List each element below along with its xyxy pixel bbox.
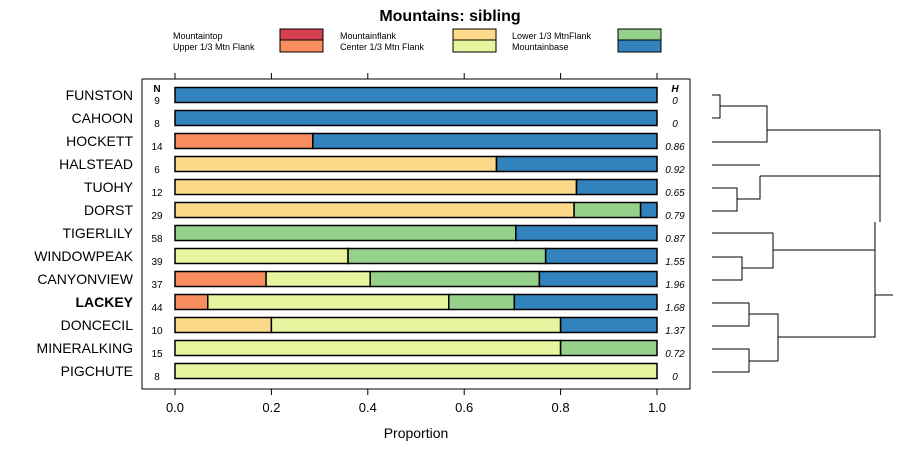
- row-label: CAHOON: [72, 110, 133, 126]
- row-label: DORST: [84, 202, 133, 218]
- row-label: HOCKETT: [66, 133, 133, 149]
- bar-segment: [515, 224, 658, 242]
- row-label: CANYONVIEW: [37, 271, 133, 287]
- bar-segment: [174, 316, 273, 334]
- x-tick-label: 0.4: [359, 400, 377, 415]
- x-tick-label: 0.8: [552, 400, 570, 415]
- x-tick-label: 0.6: [455, 400, 473, 415]
- legend-label: Mountaintop: [173, 31, 223, 41]
- row-label: WINDOWPEAK: [34, 248, 133, 264]
- row-h-value: 1.37: [665, 326, 685, 337]
- row-n-value: 39: [151, 257, 163, 268]
- row-h-value: 1.96: [665, 280, 685, 291]
- bar-segment: [174, 201, 575, 219]
- legend-label: Mountainbase: [512, 42, 569, 52]
- legend-swatch: [617, 39, 662, 53]
- row-n-value: 6: [154, 165, 160, 176]
- row-label: HALSTEAD: [59, 156, 133, 172]
- row-h-value: 0.65: [665, 188, 685, 199]
- bar-segment: [513, 293, 658, 311]
- plot-frame: [141, 78, 691, 390]
- row-label: LACKEY: [75, 294, 133, 310]
- bar-segment: [347, 247, 547, 265]
- bar-segment: [559, 339, 658, 357]
- row-n-value: 44: [151, 303, 163, 314]
- x-tick-label: 1.0: [648, 400, 666, 415]
- x-tick-label: 0.0: [166, 400, 184, 415]
- row-h-value: 0.87: [665, 234, 685, 245]
- legend-swatch: [617, 28, 662, 42]
- bar-segment: [174, 339, 562, 357]
- bar-segment: [174, 178, 578, 196]
- row-label: PIGCHUTE: [61, 363, 133, 379]
- legend-label: Center 1/3 Mtn Flank: [340, 42, 425, 52]
- row-n-value: 15: [151, 349, 163, 360]
- x-axis: 0.0 0.2 0.4 0.6 0.8 1.0: [166, 73, 666, 415]
- x-axis-label: Proportion: [384, 425, 449, 441]
- row-n-value: 29: [151, 211, 163, 222]
- row-h-value: 1.68: [665, 303, 685, 314]
- bar-segment: [544, 247, 658, 265]
- legend-label: Upper 1/3 Mtn Flank: [173, 42, 255, 52]
- row-h-value: 1.55: [665, 257, 685, 268]
- bar-segment: [312, 132, 658, 150]
- row-n-value: 10: [151, 326, 163, 337]
- bar-segment: [174, 270, 267, 288]
- row-h-value: 0.86: [665, 142, 685, 153]
- dendrogram: [712, 94, 893, 373]
- bar-segment: [265, 270, 371, 288]
- bar-segment: [575, 178, 658, 196]
- row-n-value: 8: [154, 372, 160, 383]
- bar-segment: [174, 362, 658, 380]
- bar-segment: [639, 201, 658, 219]
- bar-segment: [573, 201, 642, 219]
- bar-segment: [495, 155, 658, 173]
- row-h-value: 0.72: [665, 349, 685, 360]
- row-n-value: 58: [151, 234, 163, 245]
- bar-segment: [174, 293, 209, 311]
- bar-segment: [207, 293, 450, 311]
- n-column-header: N: [153, 84, 160, 95]
- h-column-header: H: [671, 84, 679, 95]
- x-tick-label: 0.2: [262, 400, 280, 415]
- legend-swatch: [452, 39, 497, 53]
- chart-title: Mountains: sibling: [379, 8, 520, 25]
- row-h-value: 0.92: [665, 165, 685, 176]
- bar-segment: [174, 109, 658, 127]
- bar-segment: [174, 155, 498, 173]
- row-n-value: 9: [154, 96, 160, 107]
- row-h-value: 0: [672, 372, 678, 383]
- row-label: DONCECIL: [61, 317, 134, 333]
- row-label: MINERALKING: [37, 340, 133, 356]
- bar-segment: [369, 270, 541, 288]
- legend-label: Mountainflank: [340, 31, 397, 41]
- row-label: TUOHY: [84, 179, 134, 195]
- row-h-value: 0: [672, 96, 678, 107]
- row-n-value: 8: [154, 119, 160, 130]
- row-label: FUNSTON: [66, 87, 133, 103]
- row-n-value: 12: [151, 188, 163, 199]
- bar-segment: [270, 316, 562, 334]
- legend-swatch: [279, 39, 324, 53]
- bar-segment: [174, 86, 658, 104]
- legend-label: Lower 1/3 MtnFlank: [512, 31, 592, 41]
- bar-segment: [174, 224, 517, 242]
- row-h-value: 0: [672, 119, 678, 130]
- legend-swatch: [452, 28, 497, 42]
- bar-rows: FUNSTON 9 0 CAHOON 8 0 HOCKETT 14 0.86 HALSTEAD 6 0…: [34, 86, 685, 383]
- bar-segment: [174, 132, 314, 150]
- row-label: TIGERLILY: [62, 225, 133, 241]
- row-n-value: 37: [151, 280, 163, 291]
- bar-segment: [559, 316, 658, 334]
- bar-segment: [174, 247, 349, 265]
- bar-segment: [448, 293, 516, 311]
- row-h-value: 0.79: [665, 211, 685, 222]
- legend-swatch: [279, 28, 324, 42]
- row-n-value: 14: [151, 142, 163, 153]
- bar-segment: [538, 270, 658, 288]
